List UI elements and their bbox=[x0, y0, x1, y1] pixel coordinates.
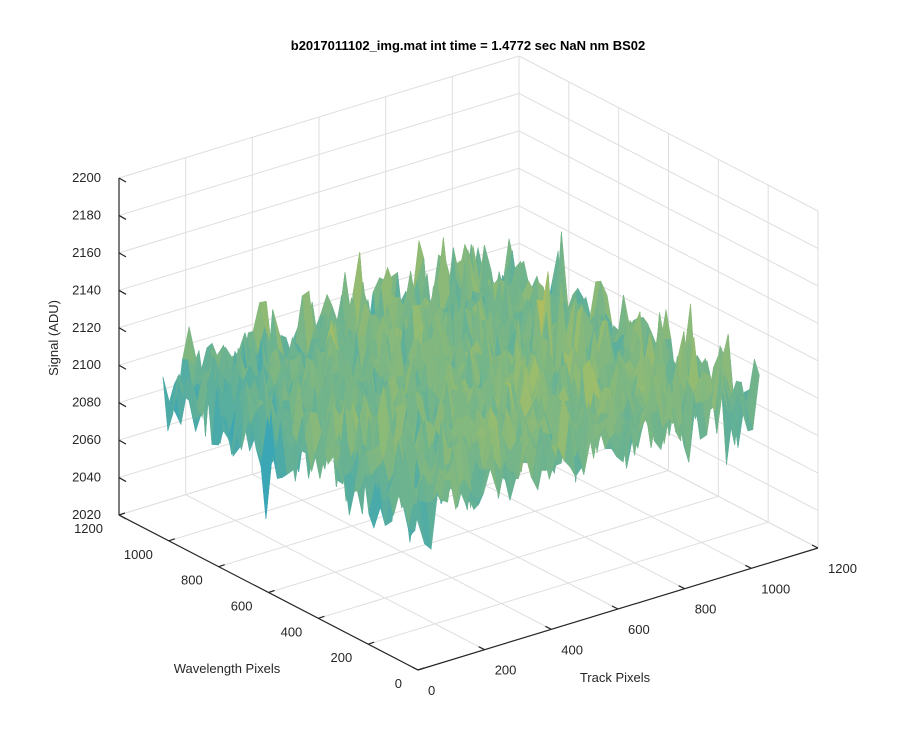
z-tick-label: 2160 bbox=[72, 245, 101, 260]
y-tick bbox=[318, 615, 325, 619]
z-tick bbox=[118, 439, 127, 445]
z-tick bbox=[118, 364, 127, 370]
z-tick-label: 2180 bbox=[72, 207, 101, 222]
surface bbox=[162, 231, 760, 550]
x-tick bbox=[678, 585, 685, 590]
y-tick-label: 600 bbox=[231, 599, 253, 614]
x-tick-label: 1000 bbox=[761, 581, 790, 596]
z-tick-label: 2120 bbox=[72, 320, 101, 335]
grid-line-z-side bbox=[518, 55, 819, 212]
y-tick bbox=[268, 589, 275, 594]
x-axis-label: Track Pixels bbox=[580, 670, 651, 685]
z-tick bbox=[118, 477, 127, 483]
z-tick bbox=[118, 252, 127, 258]
z-tick bbox=[118, 289, 127, 295]
grid-line-z-back bbox=[118, 55, 520, 179]
y-tick bbox=[367, 641, 375, 645]
x-tick-label: 600 bbox=[628, 622, 650, 637]
x-tick bbox=[545, 625, 552, 630]
z-tick-label: 2140 bbox=[72, 282, 101, 297]
y-tick-label: 1200 bbox=[74, 521, 103, 536]
grid-line-z-back bbox=[118, 92, 520, 216]
grid-line-z-side bbox=[518, 93, 819, 249]
z-tick-label: 2060 bbox=[72, 432, 101, 447]
y-tick bbox=[417, 667, 425, 671]
surface-patch bbox=[412, 500, 425, 544]
grid-line-y-floor bbox=[368, 521, 769, 645]
y-tick bbox=[168, 538, 176, 542]
grid-line-y-floor bbox=[318, 495, 719, 619]
x-tick-label: 0 bbox=[428, 683, 435, 698]
z-tick-label: 2040 bbox=[72, 470, 101, 485]
grid-line-y-floor bbox=[268, 470, 669, 593]
x-tick bbox=[811, 544, 819, 549]
tick-marks bbox=[118, 177, 819, 671]
chart-title: b2017011102_img.mat int time = 1.4772 se… bbox=[291, 38, 645, 53]
x-tick-label: 200 bbox=[495, 663, 517, 678]
x-tick bbox=[611, 605, 619, 610]
grid-line-z-side bbox=[518, 167, 819, 324]
grid-line-z-side bbox=[518, 205, 819, 362]
z-tick-label: 2080 bbox=[72, 395, 101, 410]
x-tick-label: 1200 bbox=[828, 561, 857, 576]
x-tick bbox=[411, 666, 419, 671]
y-tick-label: 200 bbox=[330, 650, 352, 665]
y-tick bbox=[218, 564, 225, 568]
z-tick-label: 2020 bbox=[72, 507, 101, 522]
z-axis-label: Signal (ADU) bbox=[46, 300, 61, 376]
x-tick-label: 800 bbox=[695, 602, 717, 617]
grid-line-z-back bbox=[118, 130, 520, 254]
z-tick bbox=[118, 514, 127, 520]
z-tick bbox=[118, 327, 127, 333]
x-tick bbox=[745, 564, 752, 569]
y-tick-label: 400 bbox=[281, 624, 303, 639]
grid-line-z-side bbox=[518, 130, 819, 287]
y-tick-label: 1000 bbox=[124, 547, 153, 562]
x-tick-label: 400 bbox=[561, 642, 583, 657]
z-tick bbox=[118, 177, 127, 183]
grid-line-z-back bbox=[118, 205, 520, 329]
y-tick-label: 0 bbox=[395, 676, 402, 691]
z-tick-label: 2100 bbox=[72, 357, 101, 372]
z-tick bbox=[118, 214, 127, 220]
tick-labels: 0 200 400 600 800 1000 1200 0 200 400 600 800 1000 12… bbox=[72, 170, 857, 698]
y-tick bbox=[118, 512, 126, 516]
y-axis-label: Wavelength Pixels bbox=[174, 661, 281, 676]
z-tick-label: 2200 bbox=[72, 170, 101, 185]
grid-line-z-back bbox=[118, 167, 520, 291]
y-tick-label: 800 bbox=[181, 573, 203, 588]
z-tick bbox=[118, 402, 127, 408]
x-tick bbox=[478, 646, 485, 651]
grid-line-z-side bbox=[518, 242, 819, 399]
